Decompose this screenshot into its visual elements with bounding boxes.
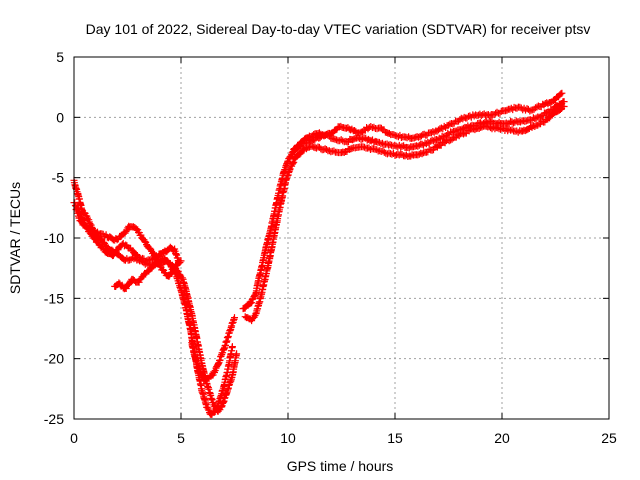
series-track-g bbox=[241, 102, 568, 325]
y-axis-label: SDTVAR / TECUs bbox=[7, 182, 23, 294]
point-markers bbox=[72, 206, 185, 280]
y-tick-label: 0 bbox=[56, 109, 64, 125]
point-markers bbox=[241, 102, 568, 325]
grid-lines bbox=[74, 57, 609, 419]
series-track-e bbox=[188, 314, 238, 384]
y-tick-label: -25 bbox=[44, 411, 64, 427]
x-tick-label: 15 bbox=[387, 430, 403, 446]
x-tick-label: 10 bbox=[280, 430, 296, 446]
y-tick-label: -20 bbox=[44, 351, 64, 367]
point-markers bbox=[70, 176, 236, 418]
y-tick-label: -10 bbox=[44, 230, 64, 246]
x-tick-label: 0 bbox=[70, 430, 78, 446]
y-tick-label: -15 bbox=[44, 290, 64, 306]
series-track-c bbox=[72, 206, 185, 280]
data-points bbox=[70, 89, 568, 418]
chart-title: Day 101 of 2022, Sidereal Day-to-day VTE… bbox=[86, 21, 591, 37]
point-markers bbox=[288, 89, 566, 158]
x-axis-label: GPS time / hours bbox=[287, 458, 394, 474]
series-track-h bbox=[288, 89, 566, 158]
x-tick-label: 20 bbox=[494, 430, 510, 446]
x-tick-label: 5 bbox=[177, 430, 185, 446]
y-tick-label: -5 bbox=[52, 170, 65, 186]
point-markers bbox=[188, 314, 238, 384]
y-tick-label: 5 bbox=[56, 49, 64, 65]
axis-ticks: 0 5 10 15 20 25 -25 -20 -15 -10 -5 0 5 bbox=[44, 49, 617, 446]
series-track-a bbox=[70, 176, 236, 418]
x-tick-label: 25 bbox=[601, 430, 617, 446]
